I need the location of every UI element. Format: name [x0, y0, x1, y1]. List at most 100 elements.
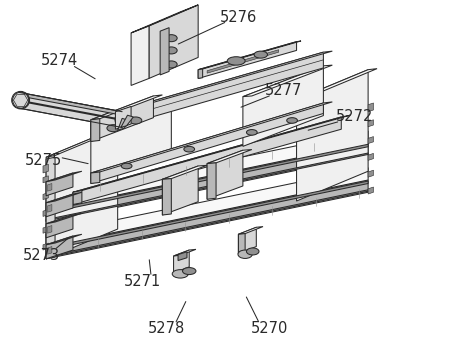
Polygon shape: [368, 187, 373, 194]
Text: 5273: 5273: [23, 248, 60, 263]
Ellipse shape: [247, 130, 257, 135]
Polygon shape: [43, 226, 48, 233]
Ellipse shape: [13, 92, 29, 108]
Ellipse shape: [121, 163, 132, 169]
Polygon shape: [91, 96, 153, 142]
Polygon shape: [43, 209, 48, 216]
Polygon shape: [46, 153, 368, 221]
Polygon shape: [162, 179, 171, 215]
Polygon shape: [149, 5, 198, 78]
Ellipse shape: [247, 248, 259, 255]
Polygon shape: [46, 192, 82, 203]
Polygon shape: [19, 92, 122, 115]
Polygon shape: [46, 143, 368, 222]
Polygon shape: [46, 180, 368, 259]
Polygon shape: [46, 173, 73, 196]
Polygon shape: [47, 226, 52, 233]
Polygon shape: [46, 215, 73, 238]
Ellipse shape: [129, 117, 142, 124]
Polygon shape: [238, 227, 256, 253]
Polygon shape: [162, 166, 198, 215]
Ellipse shape: [166, 35, 177, 42]
Polygon shape: [46, 213, 82, 224]
Polygon shape: [174, 249, 196, 256]
Ellipse shape: [184, 146, 194, 152]
Polygon shape: [162, 165, 207, 179]
Text: 5270: 5270: [251, 321, 288, 336]
Polygon shape: [47, 184, 52, 191]
Polygon shape: [91, 172, 100, 184]
Polygon shape: [46, 131, 368, 210]
Polygon shape: [198, 69, 202, 78]
Ellipse shape: [254, 51, 267, 58]
Polygon shape: [46, 171, 82, 182]
Polygon shape: [368, 103, 373, 112]
Polygon shape: [238, 234, 245, 253]
Polygon shape: [368, 137, 373, 144]
Polygon shape: [207, 50, 279, 73]
Text: 5274: 5274: [41, 53, 78, 68]
Polygon shape: [91, 99, 180, 130]
Ellipse shape: [287, 118, 297, 123]
Ellipse shape: [166, 47, 177, 54]
Text: 5278: 5278: [148, 321, 185, 336]
Polygon shape: [198, 41, 301, 70]
Polygon shape: [91, 102, 333, 173]
Polygon shape: [174, 250, 189, 273]
Polygon shape: [131, 26, 149, 85]
Polygon shape: [117, 118, 129, 130]
Polygon shape: [207, 150, 252, 163]
Ellipse shape: [238, 250, 252, 258]
Polygon shape: [43, 193, 48, 199]
Polygon shape: [91, 95, 162, 120]
Polygon shape: [46, 181, 368, 250]
Polygon shape: [368, 120, 373, 127]
Polygon shape: [160, 28, 169, 75]
Polygon shape: [91, 51, 333, 119]
Polygon shape: [91, 103, 324, 184]
Polygon shape: [46, 157, 55, 259]
Polygon shape: [19, 92, 122, 127]
Polygon shape: [91, 52, 324, 134]
Polygon shape: [368, 170, 373, 177]
Text: 5272: 5272: [336, 109, 373, 125]
Polygon shape: [46, 126, 126, 157]
Polygon shape: [46, 168, 368, 246]
Polygon shape: [91, 119, 100, 142]
Polygon shape: [91, 100, 171, 180]
Polygon shape: [46, 190, 368, 258]
Polygon shape: [297, 68, 377, 100]
Polygon shape: [178, 252, 187, 261]
Polygon shape: [116, 107, 131, 129]
Polygon shape: [207, 163, 216, 199]
Polygon shape: [238, 227, 263, 234]
Polygon shape: [47, 204, 52, 212]
Polygon shape: [121, 115, 133, 127]
Polygon shape: [46, 234, 82, 245]
Polygon shape: [46, 144, 368, 213]
Ellipse shape: [172, 270, 189, 278]
Polygon shape: [73, 117, 341, 204]
Polygon shape: [43, 164, 48, 173]
Polygon shape: [19, 100, 122, 120]
Polygon shape: [46, 127, 117, 259]
Ellipse shape: [107, 125, 119, 132]
Polygon shape: [368, 154, 373, 160]
Polygon shape: [43, 243, 48, 250]
Polygon shape: [297, 70, 368, 201]
Text: 5276: 5276: [220, 10, 257, 25]
Polygon shape: [43, 176, 48, 183]
Text: 5271: 5271: [124, 274, 161, 289]
Polygon shape: [131, 5, 198, 33]
Polygon shape: [47, 246, 52, 254]
Polygon shape: [91, 118, 100, 134]
Text: 5277: 5277: [265, 83, 302, 98]
Polygon shape: [73, 115, 350, 192]
Polygon shape: [207, 150, 243, 199]
Ellipse shape: [166, 61, 177, 68]
Ellipse shape: [227, 57, 245, 65]
Text: 5275: 5275: [25, 153, 63, 168]
Ellipse shape: [183, 268, 196, 275]
Polygon shape: [198, 42, 297, 78]
Polygon shape: [243, 66, 324, 146]
